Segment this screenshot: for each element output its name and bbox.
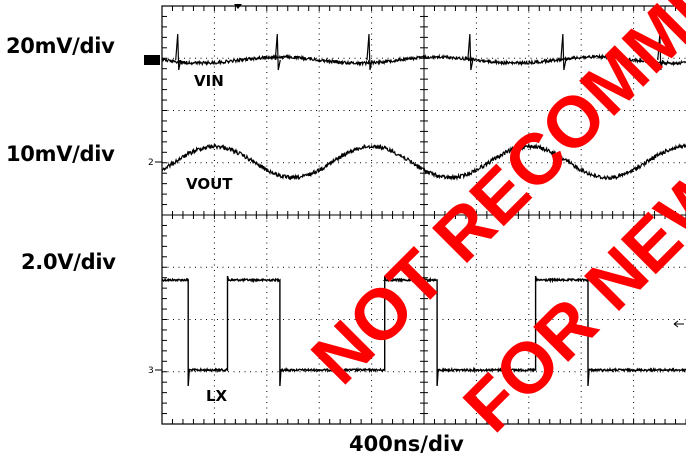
vout-trace-label: VOUT <box>186 175 233 193</box>
vin-trace <box>161 53 686 67</box>
vout-scale-label: 10mV/div <box>6 142 115 166</box>
watermark-line-1: NOT RECOMMENDED <box>297 0 686 399</box>
trace-labels: VIN VOUT LX <box>186 72 233 405</box>
scope-grid <box>161 5 686 425</box>
vin-spike <box>560 33 567 71</box>
channel-markers: 1 2 3 <box>144 4 684 376</box>
lx-scale-label: 2.0V/div <box>21 250 116 274</box>
vin-trace-label: VIN <box>194 72 224 90</box>
vin-spike <box>366 33 373 71</box>
vin-scale-label: 20mV/div <box>6 34 115 58</box>
channel-marker-label: 1 <box>147 56 153 66</box>
time-scale-label: 400ns/div <box>349 432 464 456</box>
vin-spike <box>175 33 182 71</box>
lx-trace <box>161 275 686 387</box>
trigger-level-marker <box>673 320 684 328</box>
vin-spike <box>467 33 474 71</box>
scope-traces <box>161 33 686 387</box>
channel-1-marker-box <box>144 55 160 65</box>
trigger-marker <box>234 4 242 9</box>
lx-trace-label: LX <box>206 387 228 405</box>
watermark: NOT RECOMMENDED FOR NEW DESIGNS <box>297 0 686 447</box>
channel-marker-label: 2 <box>148 158 154 168</box>
vin-spike <box>274 33 281 71</box>
vin-spike <box>657 33 664 71</box>
vout-trace <box>161 142 686 182</box>
channel-marker-label: 3 <box>148 366 154 376</box>
